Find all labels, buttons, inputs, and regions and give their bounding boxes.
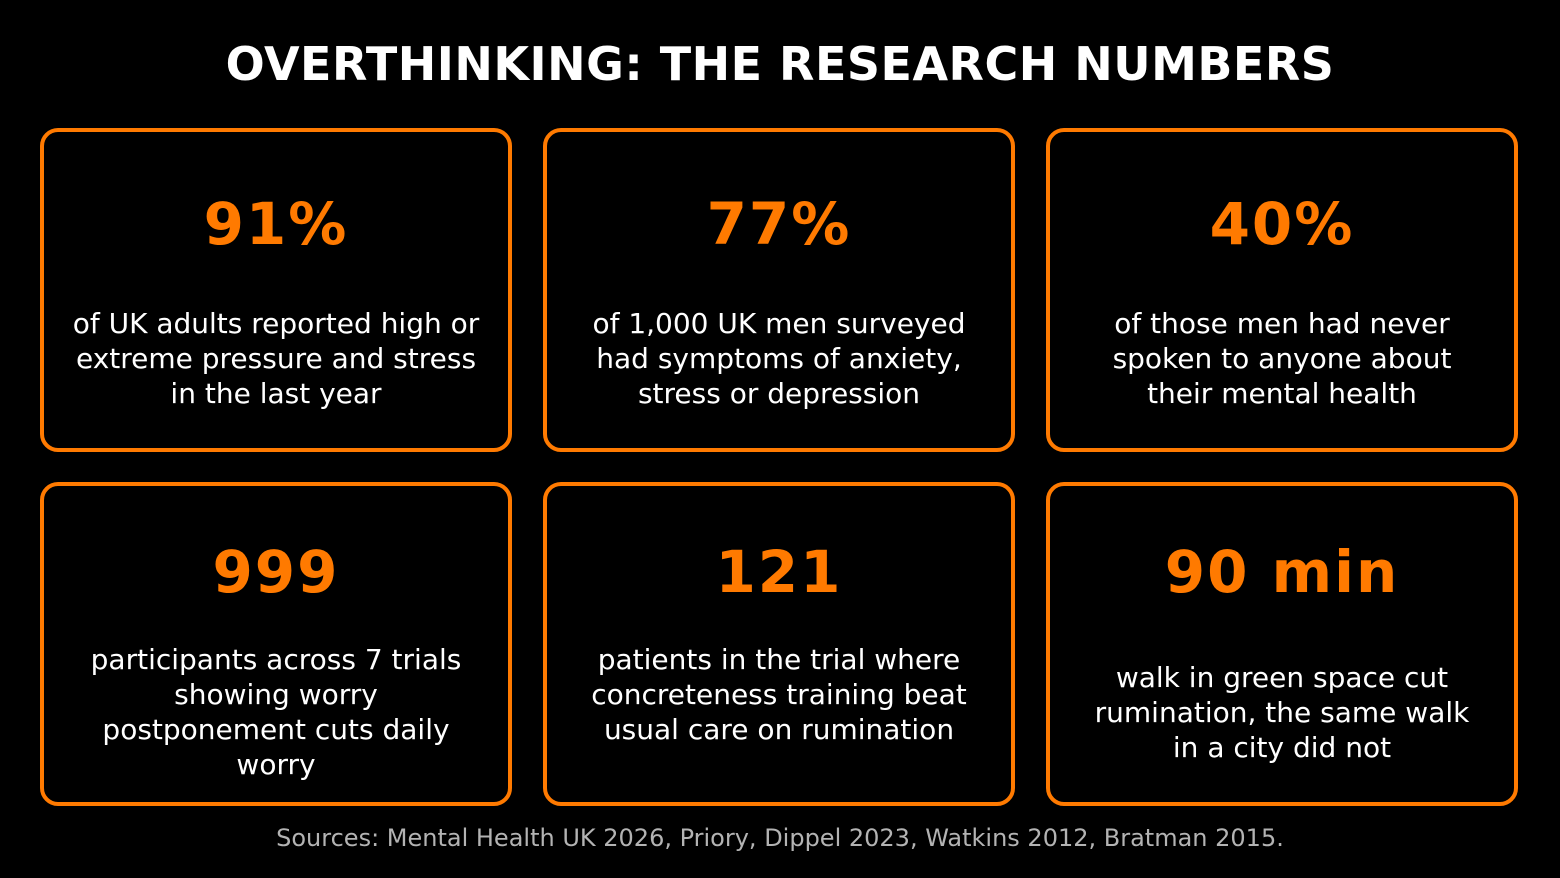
stat-value: 121 — [715, 538, 843, 606]
stat-card-concreteness-training: 121 patients in the trial where concrete… — [543, 482, 1015, 806]
stat-card-uk-adults-stress: 91% of UK adults reported high or extrem… — [40, 128, 512, 452]
stat-card-uk-men-symptoms: 77% of 1,000 UK men surveyed had symptom… — [543, 128, 1015, 452]
stat-description: of those men had never spoken to anyone … — [1112, 307, 1452, 410]
stat-value: 999 — [212, 538, 340, 606]
page-title: OVERTHINKING: THE RESEARCH NUMBERS — [225, 37, 1335, 91]
stat-description: of 1,000 UK men surveyed had symptoms of… — [592, 307, 966, 410]
stat-description: participants across 7 trials showing wor… — [90, 643, 462, 781]
stat-value: 40% — [1209, 190, 1355, 258]
stat-card-worry-postponement: 999 participants across 7 trials showing… — [40, 482, 512, 806]
stat-value: 77% — [706, 190, 852, 258]
sources-footnote: Sources: Mental Health UK 2026, Priory, … — [276, 824, 1284, 852]
stat-description: walk in green space cut rumination, the … — [1094, 661, 1470, 764]
stat-description: of UK adults reported high or extreme pr… — [72, 307, 480, 410]
stat-value: 91% — [203, 190, 349, 258]
stat-description: patients in the trial where concreteness… — [591, 643, 967, 746]
stat-card-never-spoken: 40% of those men had never spoken to any… — [1046, 128, 1518, 452]
stat-card-green-space-walk: 90 min walk in green space cut ruminatio… — [1046, 482, 1518, 806]
stat-value: 90 min — [1164, 538, 1400, 606]
